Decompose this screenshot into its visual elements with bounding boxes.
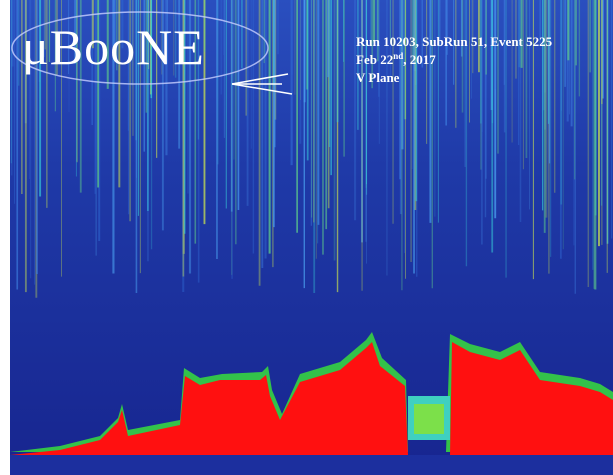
logo-ellipse [11,11,269,85]
date-year: , 2017 [403,52,436,67]
red-region [10,342,408,455]
green-region [414,404,444,434]
plane: V Plane [356,70,400,85]
date-day: Feb 22 [356,52,393,67]
red-region [450,342,613,455]
arrow-line [231,73,289,85]
logo: μBooNE [22,19,205,75]
bottom-strip [10,455,613,475]
streaks [10,0,613,298]
date-suffix: nd [393,51,403,61]
run-info: Run 10203, SubRun 51, Event 5225 [356,34,553,49]
logo-arrow [231,73,293,95]
date: Feb 22nd, 2017 [356,51,436,67]
arrow-line [231,83,293,95]
